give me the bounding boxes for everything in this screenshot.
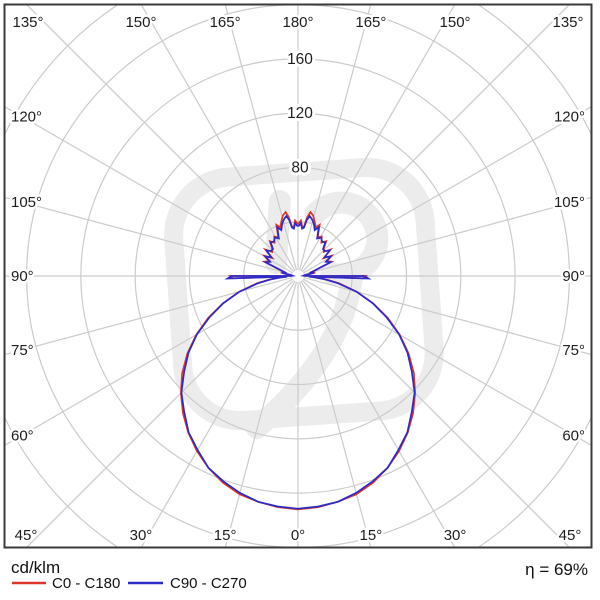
grid-radial-285 [5,276,293,356]
angle-label-90deg-right: 90° [562,268,585,285]
axis-labels: 0° 15° 15° 30° 30° 45° 45° 60° 60° 75° 75° 90° 90° 10… [9,12,588,547]
grid-radial-60 [302,278,591,446]
grid-radial-345 [224,281,298,547]
grid-radial-30 [300,280,456,547]
angle-label-150deg-left: 150° [125,14,156,31]
angle-label-135deg-left: 135° [12,14,43,31]
angle-label-45deg-right: 45° [559,527,582,544]
unit-label: cd/klm [11,558,60,577]
legend-label-c0-c180: C0 - C180 [52,575,120,592]
grid-radial-315 [26,279,295,547]
angle-label-165deg-right: 165° [355,14,386,31]
angle-label-15deg-left: 15° [214,527,237,544]
angle-label-0deg: 0° [291,527,305,544]
grid-radial-135 [301,5,570,273]
angle-label-30deg-left: 30° [130,527,153,544]
grid-radial-195 [224,5,298,271]
grid-radial-150 [300,5,456,272]
angle-label-135deg-right: 135° [552,14,583,31]
angle-label-60deg-right: 60° [562,428,585,445]
curve-c90-c270 [180,214,416,510]
grid-radial-255 [5,196,293,276]
angle-label-105deg-right: 105° [554,194,585,211]
legend-label-c90-c270: C90 - C270 [170,575,247,592]
angle-label-120deg-right: 120° [554,108,585,125]
grid-radial-75 [303,276,591,356]
angle-label-165deg-left: 165° [210,14,241,31]
grid-radial-15 [298,281,372,547]
angle-label-120deg-left: 120° [11,108,42,125]
angle-label-60deg-left: 60° [11,428,34,445]
angle-label-90deg-left: 90° [11,268,34,285]
angle-label-15deg-right: 15° [360,527,383,544]
angle-label-105deg-left: 105° [11,194,42,211]
angle-label-75deg-right: 75° [562,342,585,359]
angle-label-45deg-left: 45° [15,527,38,544]
radial-tick-label-80: 80 [291,159,309,176]
watermark-frame [164,157,444,431]
grid-radial-105 [303,196,591,276]
angle-label-75deg-left: 75° [11,342,34,359]
grid-radial-330 [140,280,296,547]
chart-frame [3,3,593,549]
grid-radial-210 [140,5,296,272]
grid-radial-300 [5,278,294,446]
angle-label-150deg-right: 150° [440,14,471,31]
intensity-curves [180,210,416,511]
grid-radial-240 [5,106,294,274]
grid-radial-225 [26,5,295,273]
radial-tick-label-120: 120 [287,105,313,122]
grid-radial-45 [301,279,570,547]
efficiency-label: η = 69% [525,560,588,579]
angle-label-180deg: 180° [282,14,313,31]
footer: cd/klm C0 - C180 C90 - C270 η = 69% [11,558,588,592]
grid-radial-120 [302,106,591,274]
radial-tick-label-160: 160 [287,51,313,68]
grid-radial-165 [298,5,372,271]
angle-label-30deg-right: 30° [444,527,467,544]
